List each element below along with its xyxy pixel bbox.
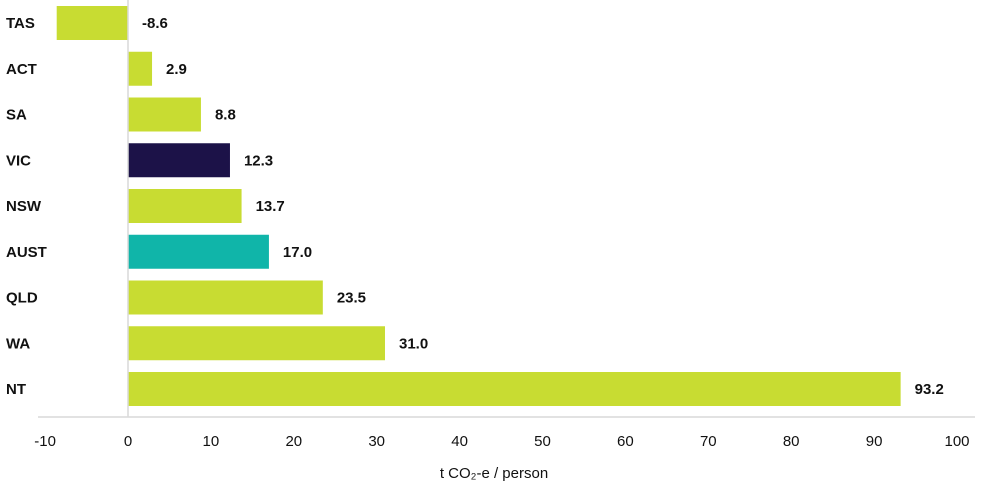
category-label: NT [6,381,26,398]
bar-aust [128,234,269,269]
category-label: WA [6,335,30,352]
data-label: 2.9 [166,61,187,78]
data-label: 93.2 [915,381,944,398]
category-label: AUST [6,244,47,261]
bar-wa [128,326,385,361]
category-label: SA [6,107,27,124]
data-label: 17.0 [283,244,312,261]
data-label: -8.6 [142,15,168,32]
bar-tas [56,6,128,40]
x-tick-label: 100 [944,433,969,450]
x-tick-label: 10 [203,433,220,450]
data-label: 12.3 [244,152,273,169]
bar-nt [128,372,901,406]
category-label: QLD [6,290,38,307]
data-label: 23.5 [337,290,366,307]
x-tick-label: 40 [451,433,468,450]
x-tick-label: -10 [34,433,56,450]
x-tick-label: 0 [124,433,132,450]
x-axis-label: t CO₂-e / person [440,465,548,482]
bar-nsw [128,189,242,223]
x-tick-label: 70 [700,433,717,450]
category-label: TAS [6,15,35,32]
category-label: ACT [6,61,37,78]
data-label: 31.0 [399,335,428,352]
x-tick-label: 90 [866,433,883,450]
bar-act [128,51,153,86]
bar-sa [128,97,201,132]
x-tick-label: 20 [285,433,302,450]
data-label: 8.8 [215,107,236,124]
x-tick-label: 60 [617,433,634,450]
bar-vic [128,143,230,178]
category-label: VIC [6,152,31,169]
data-label: 13.7 [256,198,285,215]
x-tick-label: 30 [368,433,385,450]
bar-qld [128,280,323,315]
x-tick-label: 50 [534,433,551,450]
category-label: NSW [6,198,42,215]
x-tick-label: 80 [783,433,800,450]
